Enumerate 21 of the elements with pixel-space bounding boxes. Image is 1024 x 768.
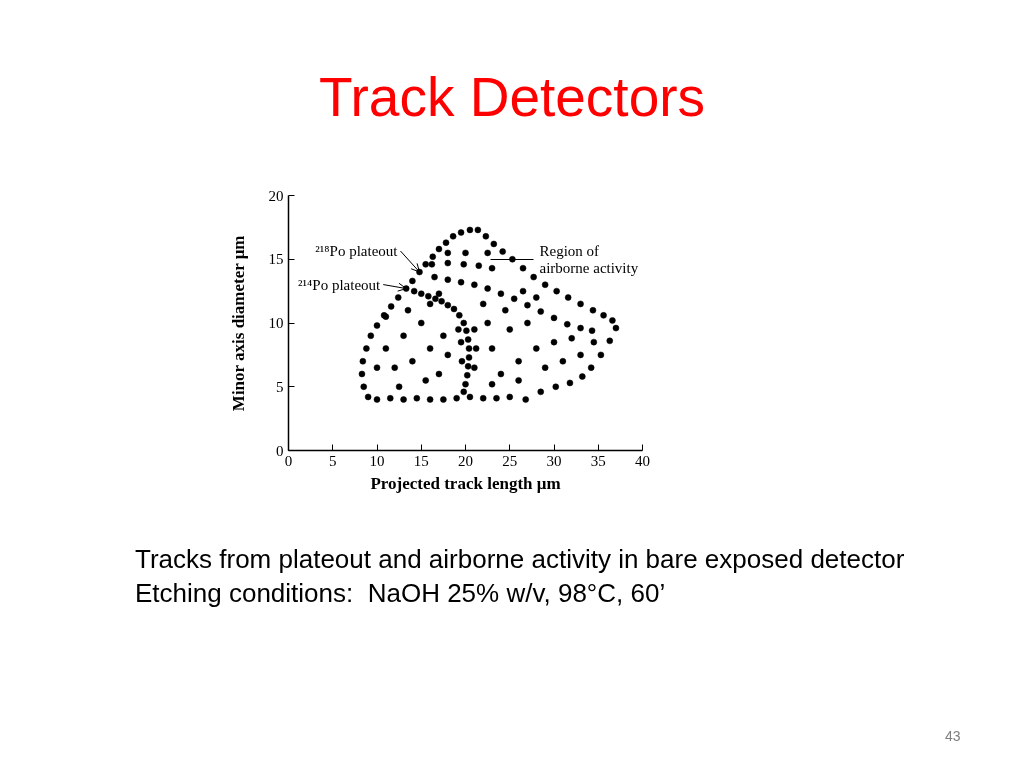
x-tick-label: 40 bbox=[635, 452, 650, 469]
x-tick-label: 35 bbox=[590, 452, 606, 469]
x-tick-label: 30 bbox=[546, 452, 562, 469]
y-tick-label: 5 bbox=[276, 378, 284, 395]
x-axis-title: Projected track length μm bbox=[370, 473, 561, 493]
annotation: Region of airborne activity bbox=[539, 242, 639, 277]
text: Tracks from plateout and airborne activity in bare exposed detector bbox=[135, 543, 905, 576]
x-tick-label: 10 bbox=[369, 452, 385, 469]
chart-title: Track Detectors bbox=[317, 65, 707, 129]
x-tick-label: 20 bbox=[458, 452, 473, 469]
x-tick-label: 5 bbox=[329, 452, 337, 469]
y-tick-label: 20 bbox=[268, 187, 284, 204]
x-tick-label: 15 bbox=[413, 452, 429, 469]
y-tick-label: 15 bbox=[268, 251, 284, 268]
y-axis-title: Minor axis diameter μm bbox=[228, 235, 248, 412]
x-tick-label: 25 bbox=[502, 452, 518, 469]
text: 43 bbox=[944, 727, 961, 744]
annotation: ²¹⁸Po plateout bbox=[315, 243, 399, 259]
text: Etching conditions: NaOH 25% w/v, 98°C, 60’ bbox=[135, 577, 667, 610]
annotation: ²¹⁴Po plateout bbox=[298, 276, 382, 293]
y-tick-label: 10 bbox=[268, 315, 284, 331]
